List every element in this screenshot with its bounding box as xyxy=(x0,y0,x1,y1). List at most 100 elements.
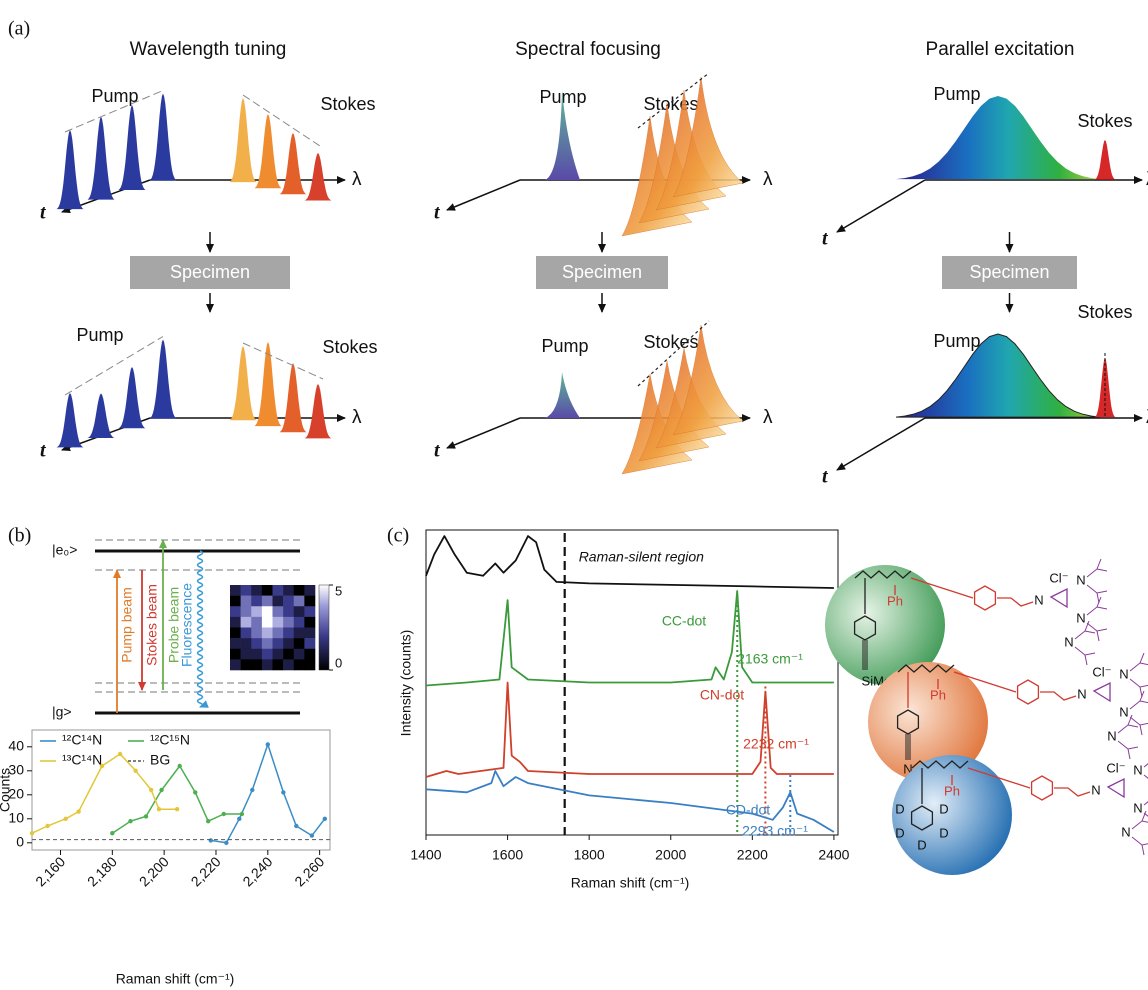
linker xyxy=(1040,692,1076,700)
heatmap-cell xyxy=(294,617,305,628)
data-point xyxy=(144,814,148,818)
guide xyxy=(65,337,163,396)
data-point xyxy=(128,819,132,823)
heatmap-cell xyxy=(294,585,305,596)
heatmap-cell xyxy=(294,596,305,607)
amine-label: N xyxy=(1133,800,1142,815)
amine-label: N xyxy=(1076,610,1085,625)
heatmap-cell xyxy=(304,649,315,660)
deuterium-label: D xyxy=(895,801,904,816)
heatmap-cell xyxy=(304,596,315,607)
y-tick-label: 40 xyxy=(8,738,24,754)
column-title: Spectral focusing xyxy=(515,39,661,60)
benzene-ring xyxy=(1018,680,1039,704)
legend-label: ¹³C¹⁴N xyxy=(62,752,102,768)
stokes-label: Stokes xyxy=(643,94,698,114)
guide xyxy=(243,343,323,379)
panel-label: (a) xyxy=(8,18,30,40)
anion-label: Cl⁻ xyxy=(1092,664,1111,679)
anion-label: Cl⁻ xyxy=(1106,760,1125,775)
column-title: Parallel excitation xyxy=(926,39,1075,60)
pump-pulse xyxy=(88,394,115,439)
heatmap-cell xyxy=(273,606,284,617)
specimen-label: Specimen xyxy=(969,262,1049,282)
heatmap-cell xyxy=(294,628,305,639)
y-axis-label: Counts xyxy=(0,768,13,812)
beam-label: Fluorescence xyxy=(179,583,195,667)
isopropyl xyxy=(1144,787,1148,831)
beam-label: Stokes beam xyxy=(144,584,160,666)
deuterium-label: D xyxy=(939,801,948,816)
heatmap-cell xyxy=(241,585,252,596)
heatmap-cell xyxy=(262,585,273,596)
y-axis-label: Intensity (counts) xyxy=(398,630,414,737)
heatmap-cell xyxy=(283,596,294,607)
heatmap-cell xyxy=(294,606,305,617)
axis-symbol: t xyxy=(434,440,441,462)
data-point xyxy=(178,764,182,768)
annotation: Raman-silent region xyxy=(579,549,704,565)
heatmap-cell xyxy=(283,638,294,649)
heatmap-cell xyxy=(283,659,294,670)
specimen-label: Specimen xyxy=(170,262,250,282)
heatmap-cell xyxy=(273,649,284,660)
heatmap-cell xyxy=(304,638,315,649)
heatmap-cell xyxy=(251,628,262,639)
amine-label: N xyxy=(1064,634,1073,649)
heatmap-cell xyxy=(294,638,305,649)
isopropyl xyxy=(1132,811,1148,855)
amine-label: N xyxy=(1091,782,1100,797)
axis-symbol: t xyxy=(434,202,441,224)
amine-label: N xyxy=(1119,666,1128,681)
data-point xyxy=(159,788,163,792)
pump-pulse xyxy=(88,117,115,200)
x-tick-label: 1600 xyxy=(492,847,523,863)
level-label: |g> xyxy=(52,704,72,720)
pump-pulse xyxy=(150,340,177,419)
data-point xyxy=(193,790,197,794)
phenyl-label: Ph xyxy=(944,783,960,798)
data-point xyxy=(310,833,314,837)
heatmap-cell xyxy=(262,659,273,670)
stokes-pulse xyxy=(1095,140,1116,180)
stokes-pulse xyxy=(305,384,332,438)
heatmap-cell xyxy=(273,659,284,670)
axis-symbol: t xyxy=(822,466,829,488)
phenyl-label: Ph xyxy=(930,687,946,702)
heatmap-cell xyxy=(283,617,294,628)
column-title: Wavelength tuning xyxy=(130,39,287,60)
legend-label: BG xyxy=(150,752,170,768)
peak-label: 2293 cm⁻¹ xyxy=(742,823,808,839)
x-tick-label: 2,200 xyxy=(136,853,172,889)
heatmap-cell xyxy=(283,585,294,596)
colorbar-tick-label: 5 xyxy=(335,583,342,598)
heatmap-cell xyxy=(251,585,262,596)
deuterium-label: D xyxy=(939,825,948,840)
panel-label: (c) xyxy=(387,525,409,547)
level-label: |e₀> xyxy=(52,542,77,558)
anion-label: Cl⁻ xyxy=(1049,570,1068,585)
heatmap-cell xyxy=(230,617,241,628)
axis-symbol: t xyxy=(822,228,829,250)
stokes-pulse xyxy=(305,153,332,201)
heatmap-cell xyxy=(230,596,241,607)
t-axis xyxy=(837,180,925,232)
heatmap-cell xyxy=(262,638,273,649)
data-point xyxy=(222,812,226,816)
heatmap-cell xyxy=(251,659,262,670)
amine-label: N xyxy=(1107,728,1116,743)
pump-label: Pump xyxy=(933,331,980,351)
heatmap-cell xyxy=(230,638,241,649)
data-point xyxy=(281,790,285,794)
axis-symbol: t xyxy=(40,202,47,224)
heatmap-cell xyxy=(241,628,252,639)
heatmap-cell xyxy=(262,606,273,617)
t-axis xyxy=(837,418,925,470)
heatmap-cell xyxy=(304,606,315,617)
x-tick-label: 2400 xyxy=(818,847,849,863)
x-axis-label: Raman shift (cm⁻¹) xyxy=(116,971,235,987)
axis-symbol: λ xyxy=(352,407,362,428)
pump-pulse xyxy=(545,372,580,418)
heatmap-cell xyxy=(241,617,252,628)
beam-label: Pump beam xyxy=(119,587,135,662)
